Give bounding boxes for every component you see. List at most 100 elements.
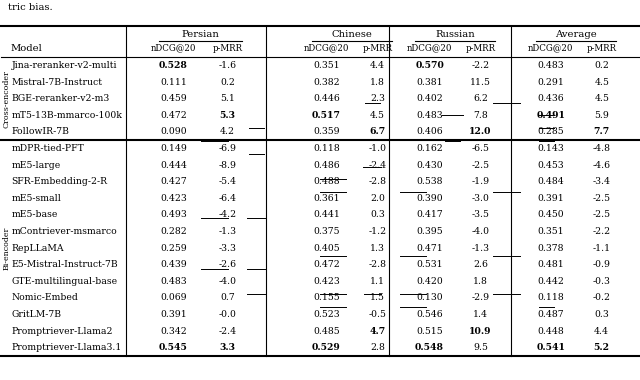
Text: 0.402: 0.402 <box>416 94 443 103</box>
Text: 0.130: 0.130 <box>416 293 443 302</box>
Text: 0.427: 0.427 <box>160 177 187 186</box>
Text: 0.548: 0.548 <box>415 343 444 352</box>
Text: -1.1: -1.1 <box>593 244 611 253</box>
Text: -1.9: -1.9 <box>472 177 490 186</box>
Text: 0.436: 0.436 <box>538 94 564 103</box>
Text: 6.2: 6.2 <box>473 94 488 103</box>
Text: -2.6: -2.6 <box>219 260 237 269</box>
Text: Cross-encoder: Cross-encoder <box>3 70 10 128</box>
Text: -3.3: -3.3 <box>219 244 237 253</box>
Text: mT5-13B-mmarco-100k: mT5-13B-mmarco-100k <box>12 111 123 120</box>
Text: nDCG@20: nDCG@20 <box>528 44 573 52</box>
Text: 0.444: 0.444 <box>160 160 187 169</box>
Text: 0.382: 0.382 <box>313 78 340 87</box>
Text: 0.450: 0.450 <box>538 210 564 219</box>
Text: nDCG@20: nDCG@20 <box>303 44 349 52</box>
Text: 0.143: 0.143 <box>538 144 564 153</box>
Text: -2.4: -2.4 <box>219 326 237 336</box>
Text: 0.439: 0.439 <box>160 260 187 269</box>
Text: 4.5: 4.5 <box>594 78 609 87</box>
Text: 2.0: 2.0 <box>370 194 385 203</box>
Text: 1.8: 1.8 <box>473 277 488 286</box>
Text: 12.0: 12.0 <box>469 127 492 136</box>
Text: 0.541: 0.541 <box>536 343 565 352</box>
Text: 0.487: 0.487 <box>538 310 564 319</box>
Text: 6.7: 6.7 <box>369 127 385 136</box>
Text: 0.378: 0.378 <box>538 244 564 253</box>
Text: mE5-base: mE5-base <box>12 210 58 219</box>
Text: -2.5: -2.5 <box>593 194 611 203</box>
Text: 0.2: 0.2 <box>594 61 609 70</box>
Text: 0.391: 0.391 <box>538 194 564 203</box>
Text: 1.5: 1.5 <box>370 293 385 302</box>
Text: 0.405: 0.405 <box>313 244 340 253</box>
Text: 0.483: 0.483 <box>416 111 443 120</box>
Text: p-MRR: p-MRR <box>587 44 617 52</box>
Text: 0.538: 0.538 <box>417 177 443 186</box>
Text: 0.486: 0.486 <box>313 160 340 169</box>
Text: Promptriever-Llama3.1: Promptriever-Llama3.1 <box>12 343 122 352</box>
Text: 0.483: 0.483 <box>160 277 187 286</box>
Text: -0.2: -0.2 <box>593 293 611 302</box>
Text: 10.9: 10.9 <box>469 326 492 336</box>
Text: mDPR-tied-PFT: mDPR-tied-PFT <box>12 144 84 153</box>
Text: -5.4: -5.4 <box>219 177 237 186</box>
Text: -3.0: -3.0 <box>472 194 490 203</box>
Text: 0.291: 0.291 <box>537 78 564 87</box>
Text: tric bias.: tric bias. <box>8 3 52 12</box>
Text: 0.481: 0.481 <box>538 260 564 269</box>
Text: 5.2: 5.2 <box>594 343 610 352</box>
Text: 0.118: 0.118 <box>313 144 340 153</box>
Text: Promptriever-Llama2: Promptriever-Llama2 <box>12 326 113 336</box>
Text: -3.5: -3.5 <box>472 210 490 219</box>
Text: p-MRR: p-MRR <box>465 44 495 52</box>
Text: 0.528: 0.528 <box>159 61 188 70</box>
Text: 0.570: 0.570 <box>415 61 444 70</box>
Text: 0.155: 0.155 <box>313 293 340 302</box>
Text: 0.406: 0.406 <box>416 127 443 136</box>
Text: E5-Mistral-Instruct-7B: E5-Mistral-Instruct-7B <box>12 260 118 269</box>
Text: 0.375: 0.375 <box>313 227 340 236</box>
Text: 0.342: 0.342 <box>160 326 187 336</box>
Text: 0.483: 0.483 <box>538 61 564 70</box>
Text: 0.381: 0.381 <box>416 78 443 87</box>
Text: -2.2: -2.2 <box>593 227 611 236</box>
Text: -0.3: -0.3 <box>593 277 611 286</box>
Text: 0.491: 0.491 <box>536 111 565 120</box>
Text: 5.9: 5.9 <box>594 111 609 120</box>
Text: -2.8: -2.8 <box>369 177 387 186</box>
Text: Mistral-7B-Instruct: Mistral-7B-Instruct <box>12 78 102 87</box>
Text: -4.0: -4.0 <box>472 227 490 236</box>
Text: SFR-Embedding-2-R: SFR-Embedding-2-R <box>12 177 108 186</box>
Text: 4.2: 4.2 <box>220 127 235 136</box>
Text: Chinese: Chinese <box>332 30 372 39</box>
Text: 0.2: 0.2 <box>220 78 235 87</box>
Text: 0.446: 0.446 <box>313 94 340 103</box>
Text: 4.5: 4.5 <box>370 111 385 120</box>
Text: -4.8: -4.8 <box>593 144 611 153</box>
Text: 0.523: 0.523 <box>313 310 340 319</box>
Text: 0.395: 0.395 <box>416 227 443 236</box>
Text: 0.430: 0.430 <box>416 160 443 169</box>
Text: -1.0: -1.0 <box>369 144 387 153</box>
Text: 0.546: 0.546 <box>416 310 443 319</box>
Text: 0.515: 0.515 <box>416 326 443 336</box>
Text: 0.459: 0.459 <box>160 94 187 103</box>
Text: 7.8: 7.8 <box>473 111 488 120</box>
Text: -0.5: -0.5 <box>369 310 387 319</box>
Text: 0.423: 0.423 <box>160 194 187 203</box>
Text: 0.472: 0.472 <box>313 260 340 269</box>
Text: 0.118: 0.118 <box>538 293 564 302</box>
Text: 0.453: 0.453 <box>538 160 564 169</box>
Text: 0.162: 0.162 <box>416 144 443 153</box>
Text: -0.9: -0.9 <box>593 260 611 269</box>
Text: 0.448: 0.448 <box>538 326 564 336</box>
Text: -4.0: -4.0 <box>219 277 237 286</box>
Text: 0.361: 0.361 <box>313 194 340 203</box>
Text: 1.1: 1.1 <box>370 277 385 286</box>
Text: -6.4: -6.4 <box>219 194 237 203</box>
Text: -2.5: -2.5 <box>593 210 611 219</box>
Text: 9.5: 9.5 <box>473 343 488 352</box>
Text: 0.441: 0.441 <box>313 210 340 219</box>
Text: Russian: Russian <box>435 30 475 39</box>
